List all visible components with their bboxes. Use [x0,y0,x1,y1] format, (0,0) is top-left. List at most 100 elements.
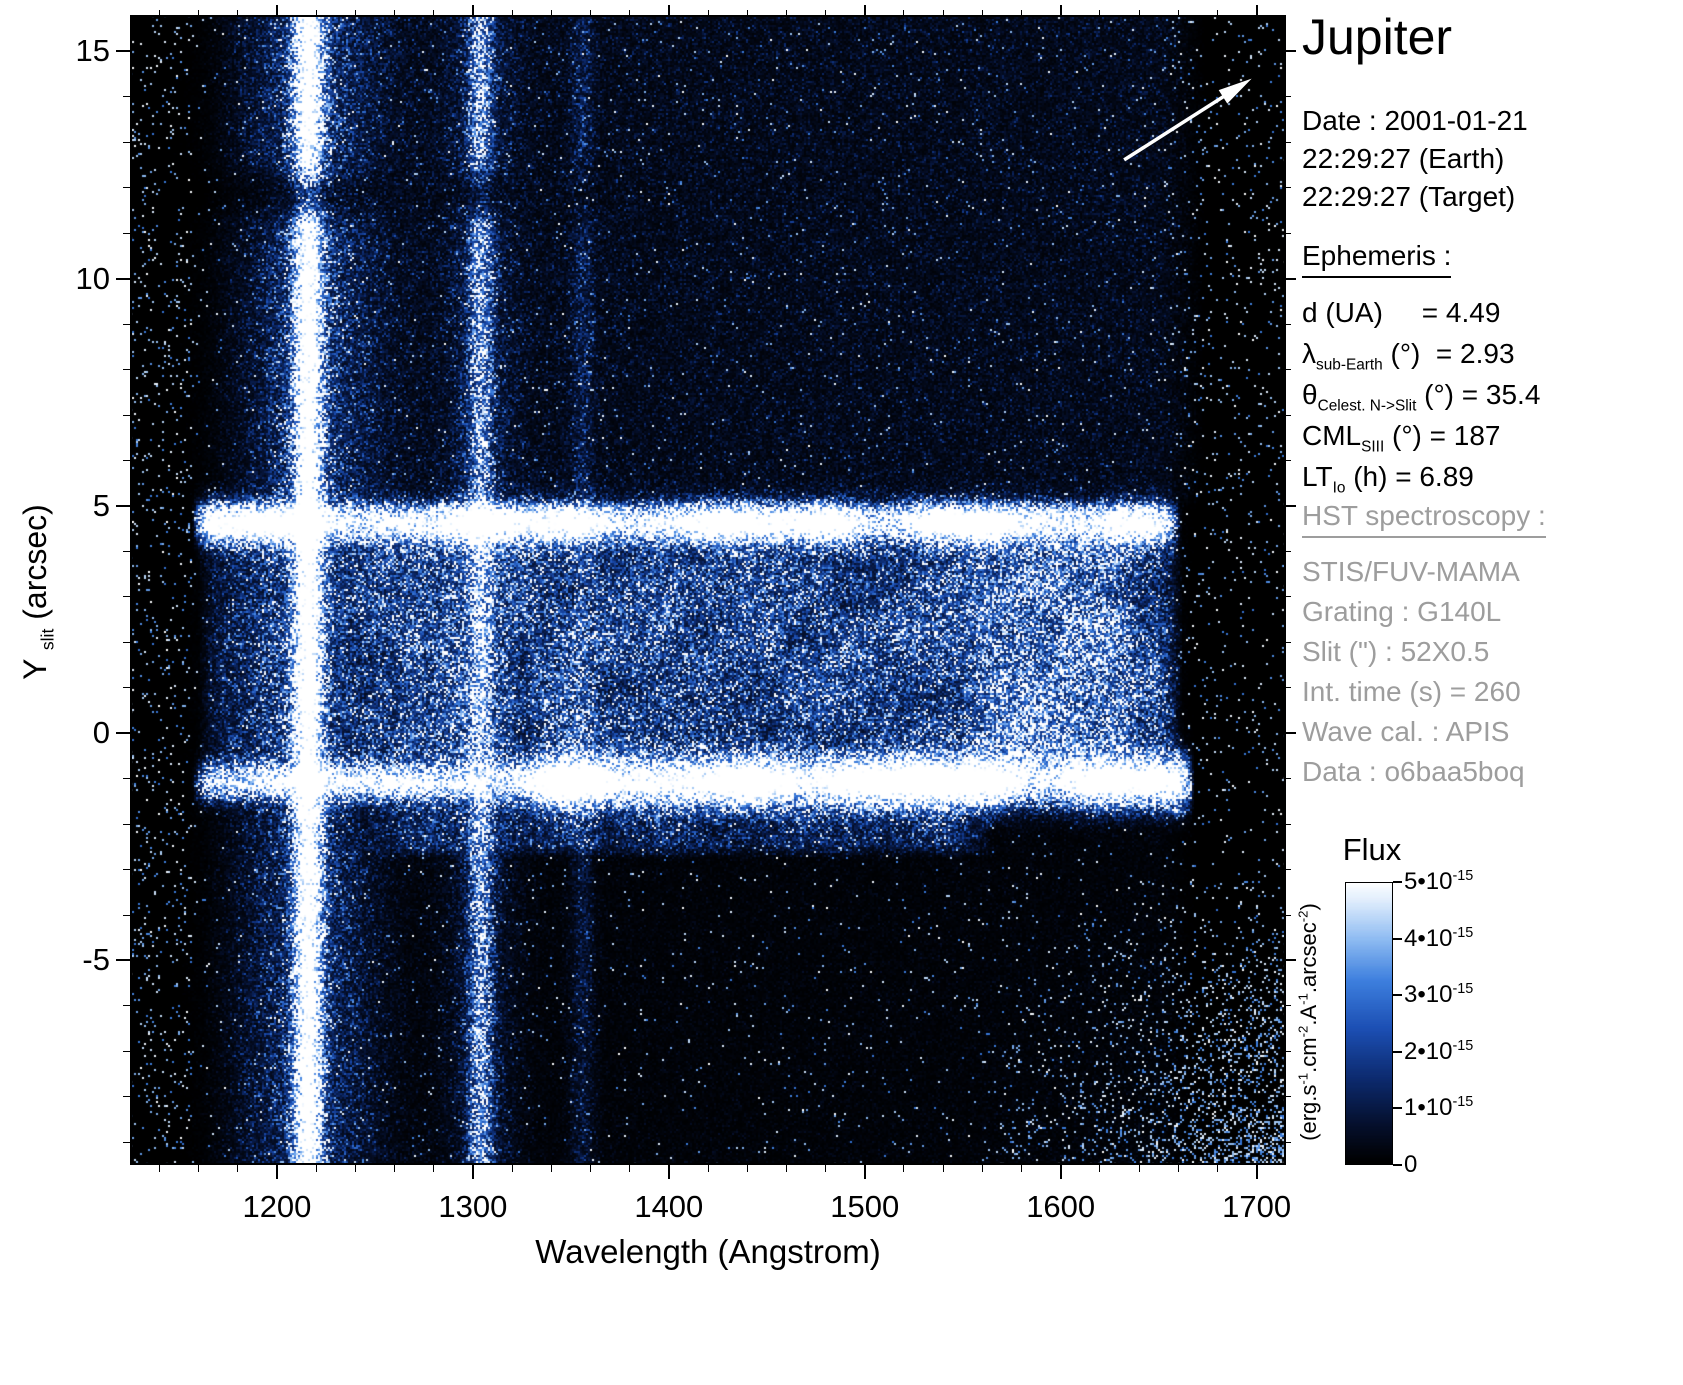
axis-tick [1286,550,1291,552]
x-tick-label: 1300 [438,1189,508,1224]
y-tick-label: 10 [75,260,110,296]
axis-tick [1020,1165,1022,1172]
axis-tick [275,1165,278,1179]
hst-info-row: Data : o6baa5boq [1302,756,1525,787]
ephemeris-row: d (UA) = 4.49 [1302,297,1501,328]
axis-tick [237,1165,239,1172]
spectral-image-plot [130,15,1286,1165]
axis-tick [123,1050,130,1052]
ephemeris-row: CMLSIII (°) = 187 [1302,420,1501,456]
axis-tick [785,1165,787,1172]
axis-tick [1286,1050,1291,1052]
axis-tick [1138,1165,1140,1172]
axis-tick [1286,914,1291,916]
obs-time-target: 22:29:27 (Target) [1302,181,1516,212]
y-axis-label: Y slit (arcsec) [17,504,58,680]
colorbar-tick [1393,1050,1402,1053]
colorbar-tick-label: 5•10-15 [1404,868,1474,895]
axis-tick [123,550,130,552]
axis-tick [863,5,866,15]
colorbar-gradient-canvas [1346,883,1392,1164]
hst-spectroscopy-rows: STIS/FUV-MAMA Grating : G140L Slit (") : 5… [1302,552,1525,792]
axis-tick [746,1165,748,1172]
axis-tick [1286,1096,1291,1098]
ephemeris-heading: Ephemeris : [1302,240,1452,278]
axis-tick [942,1165,944,1172]
colorbar-tick-label: 4•10-15 [1404,924,1474,952]
colorbar-tick-label: 2•10-15 [1404,1037,1474,1065]
axis-tick [123,641,130,643]
axis-tick [1286,187,1291,189]
axis-tick [123,141,130,143]
axis-tick [123,459,130,461]
x-tick-label: 1200 [242,1189,312,1224]
axis-tick [1286,369,1291,371]
axis-tick [123,187,130,189]
spectral-heatmap-canvas [130,15,1286,1165]
y-tick-label: 15 [75,33,110,69]
flux-unit-label: (erg.s-1.cm-2.A-1.arcsec-2) [1295,903,1321,1141]
axis-tick [1216,1165,1218,1172]
axis-tick [1286,96,1291,98]
axis-tick [1286,504,1296,507]
axis-tick [629,1165,631,1172]
axis-tick [1177,1165,1179,1172]
axis-tick [1286,778,1291,780]
colorbar-tick [1393,937,1402,940]
axis-tick [1286,277,1296,280]
axis-tick [1286,732,1296,735]
axis-tick [1286,641,1291,643]
axis-tick [116,959,130,962]
ephemeris-row: θCelest. N->Slit (°) = 35.4 [1302,379,1541,415]
axis-tick [433,1165,435,1172]
axis-tick [1286,232,1291,234]
colorbar-tick-label: 1•10-15 [1404,1094,1474,1122]
axis-tick [903,1165,905,1172]
axis-tick [863,1165,866,1179]
axis-tick [1286,459,1291,461]
hst-info-row: Int. time (s) = 260 [1302,676,1521,707]
axis-tick [1286,596,1291,598]
colorbar-tick [1393,881,1402,883]
ephemeris-rows: d (UA) = 4.49 λsub-Earth (°) = 2.93 θCeles… [1302,292,1540,497]
axis-tick [123,778,130,780]
axis-tick [123,414,130,416]
axis-tick [123,1141,130,1143]
x-tick-label: 1400 [634,1189,704,1224]
axis-tick [707,1165,709,1172]
x-tick-label: 1500 [830,1189,900,1224]
axis-tick [589,1165,591,1172]
axis-tick [1255,5,1258,15]
observation-datetime-block: Date : 2001-01-21 22:29:27 (Earth) 22:29… [1302,102,1528,216]
axis-tick [1286,414,1291,416]
axis-tick [123,1005,130,1007]
axis-tick [825,1165,827,1172]
axis-tick [354,1165,356,1172]
axis-tick [116,50,130,53]
colorbar-title: Flux [1342,832,1402,867]
axis-tick [1286,1141,1291,1143]
hst-spectroscopy-heading: HST spectroscopy : [1302,500,1546,538]
colorbar-tick [1393,994,1402,997]
hst-info-row: Slit (") : 52X0.5 [1302,636,1490,667]
axis-tick [1255,1165,1258,1179]
axis-tick [123,96,130,98]
axis-tick [198,1165,200,1172]
axis-tick [1286,959,1296,962]
obs-date: Date : 2001-01-21 [1302,105,1528,136]
arrow-head [1218,78,1252,104]
axis-tick [550,1165,552,1172]
axis-tick [123,914,130,916]
axis-tick [1286,141,1291,143]
colorbar-tick [1393,1107,1402,1110]
axis-tick [275,5,278,15]
axis-tick [667,5,670,15]
axis-tick [471,1165,474,1179]
axis-tick [1286,50,1296,53]
axis-tick [1286,1005,1291,1007]
axis-tick [123,232,130,234]
axis-tick [123,869,130,871]
axis-tick [981,1165,983,1172]
ephemeris-row: LTIo (h) = 6.89 [1302,461,1474,497]
north-direction-arrow [1123,78,1252,162]
